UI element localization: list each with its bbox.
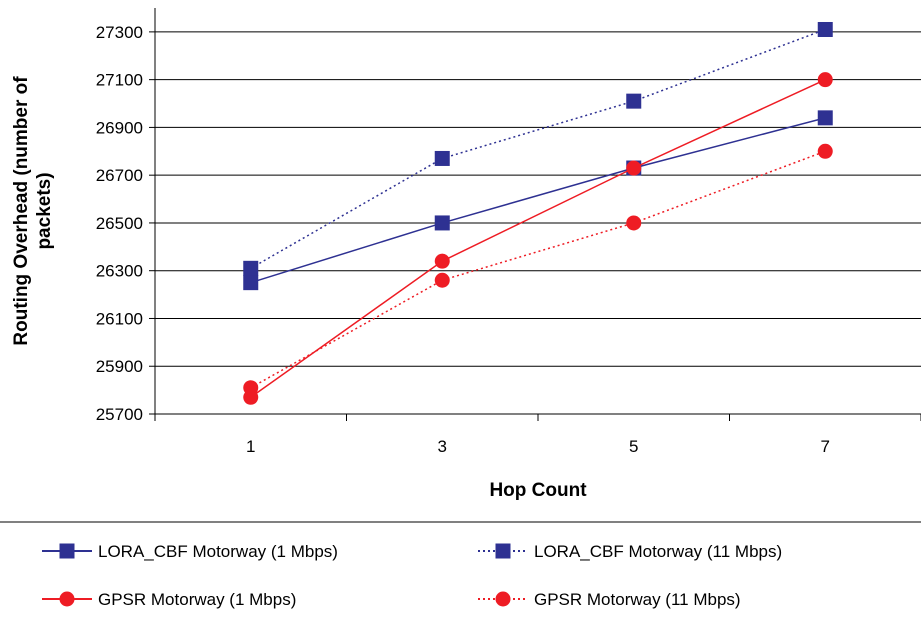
y-tick-label: 26700 xyxy=(96,166,143,185)
y-axis-title-line-1: Routing Overhead (number of xyxy=(11,76,32,346)
data-point xyxy=(626,160,642,176)
legend-item-2: LORA_CBF Motorway (11 Mbps) xyxy=(478,542,782,561)
axes xyxy=(149,8,921,421)
data-point xyxy=(817,110,833,126)
data-point xyxy=(817,143,833,159)
x-axis-title: Hop Count xyxy=(489,480,587,501)
series-4 xyxy=(243,143,833,396)
y-tick-label: 27300 xyxy=(96,23,143,42)
x-tick-label: 1 xyxy=(246,437,255,456)
y-tick-label: 26900 xyxy=(96,118,143,137)
data-point xyxy=(817,72,833,88)
y-tick-label: 27100 xyxy=(96,71,143,90)
x-tick-label: 3 xyxy=(438,437,447,456)
data-point xyxy=(434,272,450,288)
legend-marker xyxy=(59,543,75,559)
y-tick-label: 26100 xyxy=(96,309,143,328)
legend-item-1: LORA_CBF Motorway (1 Mbps) xyxy=(42,542,338,561)
legend-item-3: GPSR Motorway (1 Mbps) xyxy=(42,590,296,609)
y-tick-labels: 25700 25900 26100 26300 26500 26700 26900 27100… xyxy=(96,23,143,424)
x-tick-label: 5 xyxy=(629,437,638,456)
data-point xyxy=(243,260,259,276)
legend-item-4: GPSR Motorway (11 Mbps) xyxy=(478,590,741,609)
legend-label: GPSR Motorway (11 Mbps) xyxy=(534,590,741,609)
data-point xyxy=(626,215,642,231)
legend-marker xyxy=(59,591,75,607)
x-tick-labels: 1 3 5 7 xyxy=(246,437,830,456)
y-tick-label: 26500 xyxy=(96,214,143,233)
series-lines xyxy=(243,21,833,405)
y-tick-label: 25700 xyxy=(96,405,143,424)
x-tick-label: 7 xyxy=(821,437,830,456)
y-tick-label: 25900 xyxy=(96,357,143,376)
y-tick-label: 26300 xyxy=(96,262,143,281)
series-1 xyxy=(243,110,833,291)
legend-label: LORA_CBF Motorway (11 Mbps) xyxy=(534,542,782,561)
series-2 xyxy=(243,21,833,276)
data-point xyxy=(817,21,833,37)
data-point xyxy=(243,380,259,396)
legend: LORA_CBF Motorway (1 Mbps) LORA_CBF Motor… xyxy=(0,521,921,609)
data-point xyxy=(434,150,450,166)
y-axis-title-line-2: packets) xyxy=(34,172,55,249)
y-axis-title: Routing Overhead (number of packets) xyxy=(11,76,55,346)
gridlines xyxy=(155,31,921,367)
data-point xyxy=(626,93,642,109)
legend-label: GPSR Motorway (1 Mbps) xyxy=(98,590,296,609)
series-line xyxy=(250,150,826,389)
legend-label: LORA_CBF Motorway (1 Mbps) xyxy=(98,542,338,561)
legend-marker xyxy=(495,591,511,607)
series-line xyxy=(250,28,826,269)
legend-marker xyxy=(495,543,511,559)
data-point xyxy=(434,215,450,231)
series-line xyxy=(250,117,826,284)
data-point xyxy=(434,253,450,269)
data-point xyxy=(243,275,259,291)
series-3 xyxy=(243,72,833,405)
series-line xyxy=(250,78,826,398)
